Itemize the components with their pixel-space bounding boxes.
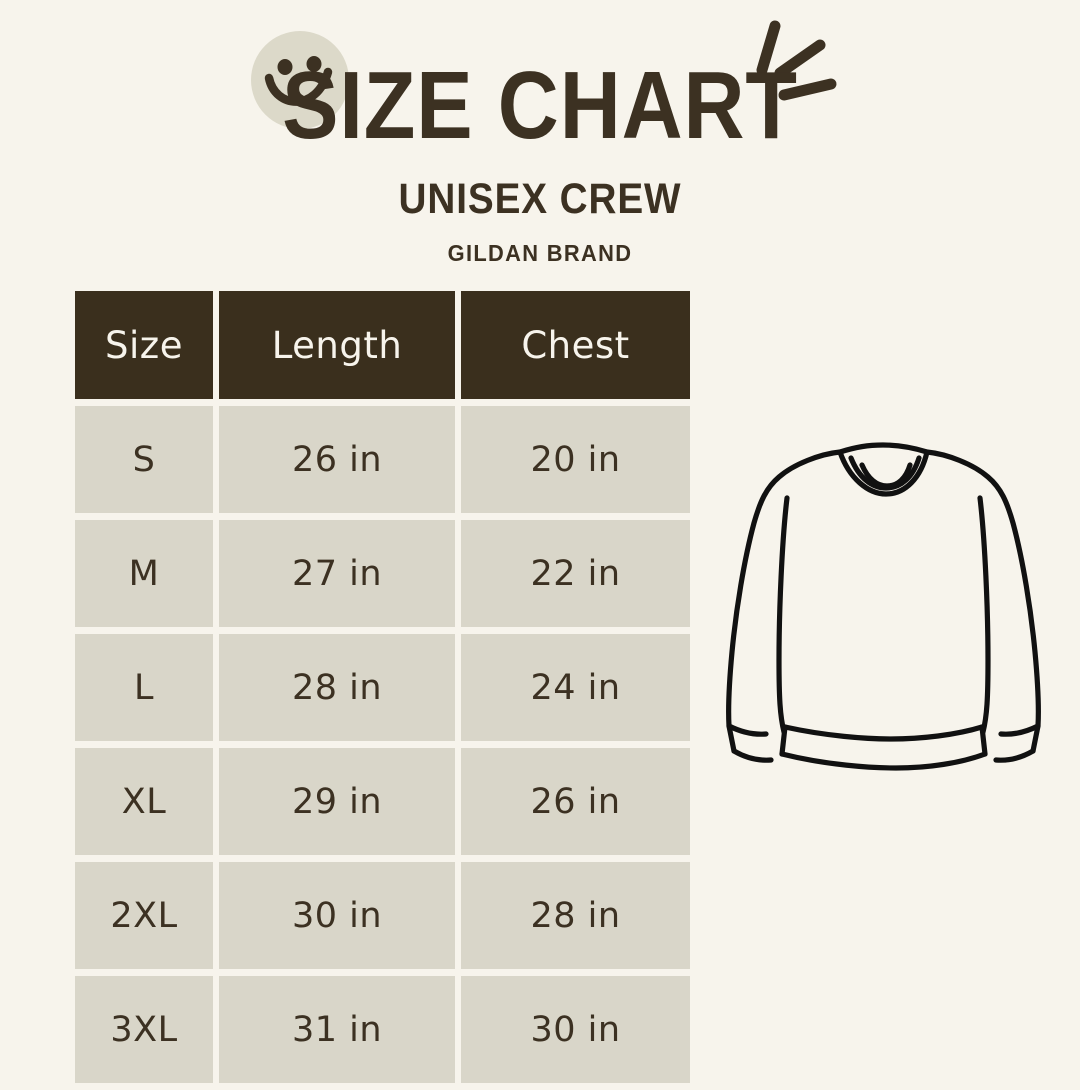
smiley-face-icon (251, 31, 349, 129)
header-block: SIZE CHART UNISEX CREW GILDAN BRAND (0, 0, 1080, 285)
cell-chest: 28 in (461, 862, 690, 969)
cell-size: M (75, 520, 213, 627)
cell-length: 31 in (219, 976, 455, 1083)
cell-size: XL (75, 748, 213, 855)
cell-size: S (75, 406, 213, 513)
table-row: M 27 in 22 in (75, 520, 690, 627)
cell-length: 30 in (219, 862, 455, 969)
cell-length: 27 in (219, 520, 455, 627)
cell-chest: 22 in (461, 520, 690, 627)
column-header-chest: Chest (461, 291, 690, 399)
column-header-size: Size (75, 291, 213, 399)
cell-length: 26 in (219, 406, 455, 513)
table-row: S 26 in 20 in (75, 406, 690, 513)
brand-label: GILDAN BRAND (447, 240, 633, 266)
cell-chest: 30 in (461, 976, 690, 1083)
page-subtitle: UNISEX CREW (398, 175, 682, 223)
crewneck-sweatshirt-illustration (726, 442, 1041, 771)
cell-size: 2XL (75, 862, 213, 969)
page-title: SIZE CHART (282, 52, 798, 159)
cell-size: L (75, 634, 213, 741)
table-row: XL 29 in 26 in (75, 748, 690, 855)
size-chart-table: Size Length Chest S 26 in 20 in M 27 in … (75, 291, 690, 1090)
cell-length: 28 in (219, 634, 455, 741)
table-row: L 28 in 24 in (75, 634, 690, 741)
column-header-length: Length (219, 291, 455, 399)
cell-chest: 20 in (461, 406, 690, 513)
cell-chest: 26 in (461, 748, 690, 855)
cell-chest: 24 in (461, 634, 690, 741)
cell-length: 29 in (219, 748, 455, 855)
table-header-row: Size Length Chest (75, 291, 690, 399)
sparkle-rays-icon (756, 20, 837, 101)
cell-size: 3XL (75, 976, 213, 1083)
table-row: 3XL 31 in 30 in (75, 976, 690, 1083)
table-row: 2XL 30 in 28 in (75, 862, 690, 969)
